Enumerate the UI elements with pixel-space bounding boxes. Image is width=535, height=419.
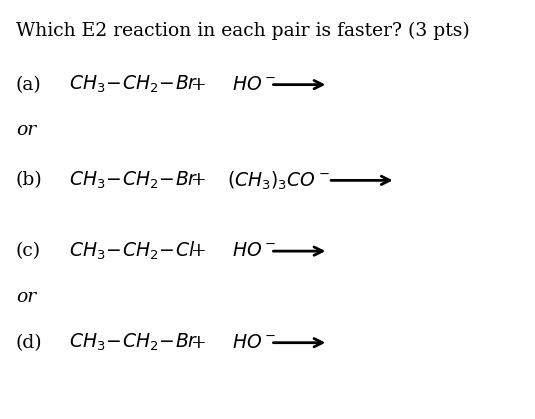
- Text: or: or: [16, 288, 36, 306]
- Text: $HO^-$: $HO^-$: [232, 334, 277, 352]
- Text: $CH_3\!-\!CH_2\!-\!Br$: $CH_3\!-\!CH_2\!-\!Br$: [68, 74, 198, 95]
- Text: $HO^-$: $HO^-$: [232, 242, 277, 260]
- Text: (b): (b): [16, 171, 43, 189]
- Text: Which E2 reaction in each pair is faster? (3 pts): Which E2 reaction in each pair is faster…: [16, 22, 470, 41]
- Text: $(CH_3)_3CO^-$: $(CH_3)_3CO^-$: [227, 169, 331, 191]
- Text: +: +: [190, 76, 207, 93]
- Text: $CH_3\!-\!CH_2\!-\!Br$: $CH_3\!-\!CH_2\!-\!Br$: [68, 332, 198, 353]
- Text: (a): (a): [16, 76, 42, 93]
- Text: (c): (c): [16, 242, 41, 260]
- Text: $HO^-$: $HO^-$: [232, 76, 277, 93]
- Text: $CH_3\!-\!CH_2\!-\!Cl$: $CH_3\!-\!CH_2\!-\!Cl$: [68, 240, 195, 262]
- Text: +: +: [190, 242, 207, 260]
- Text: $CH_3\!-\!CH_2\!-\!Br$: $CH_3\!-\!CH_2\!-\!Br$: [68, 170, 198, 191]
- Text: or: or: [16, 122, 36, 140]
- Text: +: +: [190, 171, 207, 189]
- Text: +: +: [190, 334, 207, 352]
- Text: (d): (d): [16, 334, 42, 352]
